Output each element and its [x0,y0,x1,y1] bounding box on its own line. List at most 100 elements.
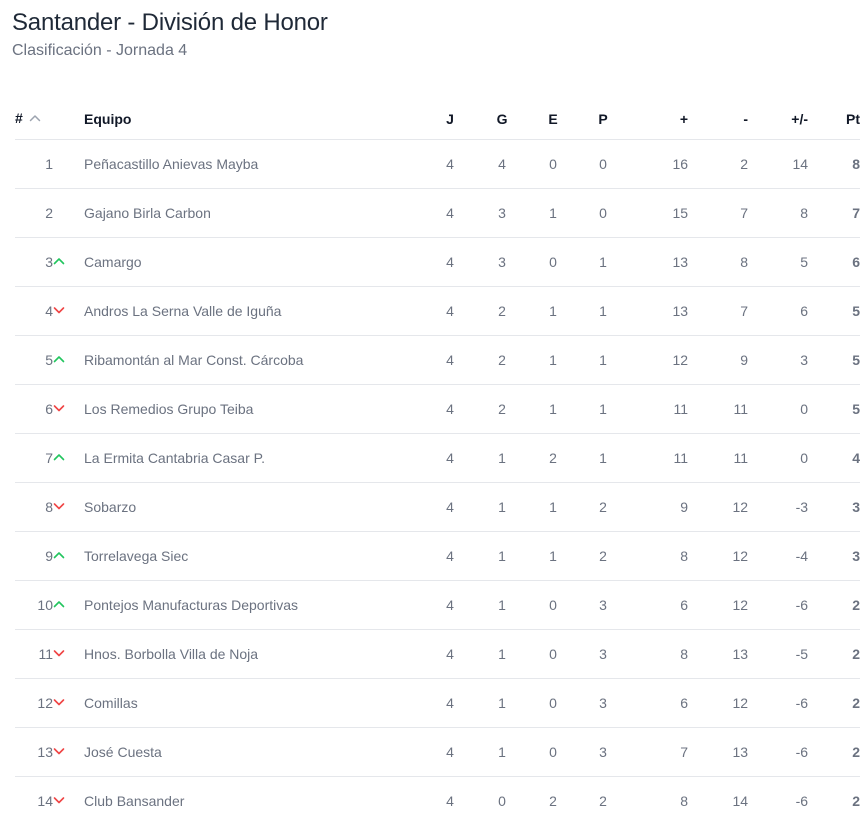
row-played: 4 [424,140,476,189]
row-goals-against: 12 [688,581,748,630]
row-goal-difference: 0 [748,385,808,434]
row-played: 4 [424,777,476,825]
row-position: 11 [15,630,53,679]
row-won: 1 [476,630,528,679]
row-trend [53,385,84,434]
row-points: 5 [808,336,860,385]
arrow-up-icon [53,600,65,609]
row-drawn: 1 [528,385,578,434]
row-team-name: Comillas [84,679,424,728]
row-trend [53,777,84,825]
column-header-lost[interactable]: P [578,98,628,140]
column-header-played[interactable]: J [424,98,476,140]
row-team-name: José Cuesta [84,728,424,777]
column-header-drawn[interactable]: E [528,98,578,140]
row-trend [53,679,84,728]
row-lost: 0 [578,140,628,189]
column-header-points[interactable]: Pt [808,98,860,140]
row-played: 4 [424,238,476,287]
row-drawn: 0 [528,679,578,728]
row-won: 0 [476,777,528,825]
arrow-up-icon [53,355,65,364]
row-points: 8 [808,140,860,189]
arrow-down-icon [53,796,65,805]
row-trend [53,140,84,189]
row-team-name: Sobarzo [84,483,424,532]
column-header-position[interactable]: # [15,98,84,140]
row-position: 5 [15,336,53,385]
row-goals-against: 13 [688,630,748,679]
chevron-up-icon[interactable] [29,109,41,125]
row-trend [53,238,84,287]
row-points: 3 [808,532,860,581]
row-points: 4 [808,434,860,483]
column-header-goals-for[interactable]: + [628,98,688,140]
column-header-team[interactable]: Equipo [84,98,424,140]
row-played: 4 [424,532,476,581]
row-points: 2 [808,728,860,777]
row-goals-against: 9 [688,336,748,385]
column-header-goals-against[interactable]: - [688,98,748,140]
row-played: 4 [424,679,476,728]
column-header-goal-difference[interactable]: +/- [748,98,808,140]
row-won: 2 [476,385,528,434]
row-goal-difference: 0 [748,434,808,483]
row-goals-for: 6 [628,581,688,630]
arrow-down-icon [53,502,65,511]
row-trend [53,287,84,336]
row-team-name: Peñacastillo Anievas Mayba [84,140,424,189]
row-goals-against: 14 [688,777,748,825]
row-drawn: 1 [528,287,578,336]
arrow-down-icon [53,698,65,707]
row-goals-for: 11 [628,434,688,483]
row-won: 1 [476,483,528,532]
row-team-name: Torrelavega Siec [84,532,424,581]
row-goal-difference: 6 [748,287,808,336]
row-goals-for: 12 [628,336,688,385]
row-drawn: 1 [528,532,578,581]
row-won: 3 [476,238,528,287]
row-lost: 3 [578,728,628,777]
row-lost: 0 [578,189,628,238]
row-won: 1 [476,532,528,581]
row-drawn: 1 [528,189,578,238]
row-position: 13 [15,728,53,777]
row-team-name: Ribamontán al Mar Const. Cárcoba [84,336,424,385]
arrow-up-icon [53,551,65,560]
column-header-position-label: # [15,110,23,126]
row-position: 14 [15,777,53,825]
row-trend [53,434,84,483]
row-points: 2 [808,581,860,630]
row-drawn: 2 [528,434,578,483]
row-lost: 3 [578,630,628,679]
arrow-up-icon [53,453,65,462]
row-played: 4 [424,630,476,679]
row-trend [53,336,84,385]
row-drawn: 0 [528,630,578,679]
row-trend [53,532,84,581]
row-points: 6 [808,238,860,287]
row-trend [53,728,84,777]
row-goals-for: 11 [628,385,688,434]
row-trend [53,189,84,238]
row-drawn: 2 [528,777,578,825]
column-header-won[interactable]: G [476,98,528,140]
row-goals-against: 13 [688,728,748,777]
row-goals-for: 16 [628,140,688,189]
row-goals-for: 15 [628,189,688,238]
row-drawn: 0 [528,581,578,630]
